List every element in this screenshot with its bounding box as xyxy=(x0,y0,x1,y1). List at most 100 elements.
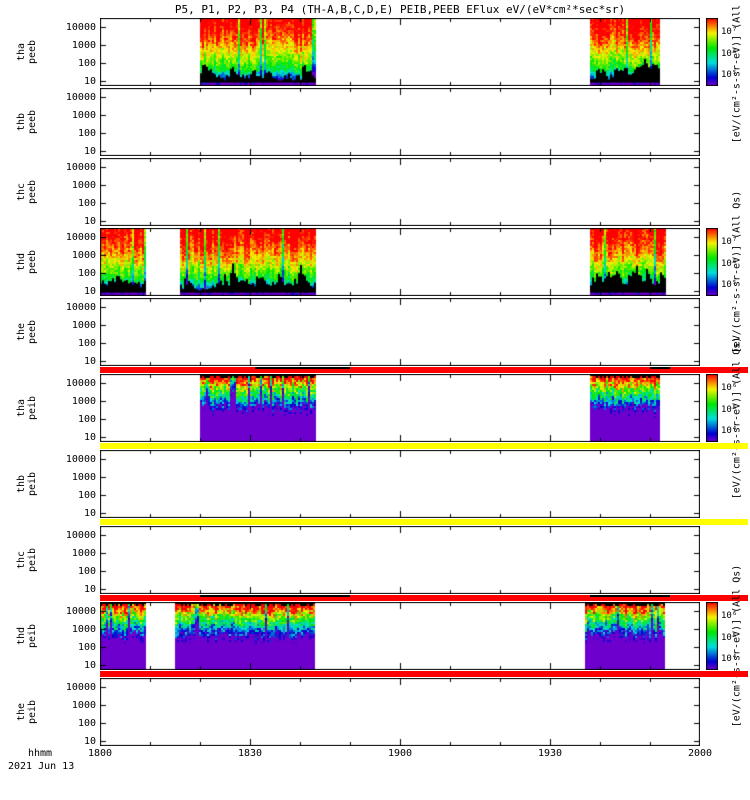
panel-y-label-text: tha peib xyxy=(16,396,38,420)
colorbar-tick-label: 10⁶ xyxy=(721,48,738,59)
quality-flag-bar xyxy=(100,367,748,373)
flag-black-mark xyxy=(590,595,670,597)
spectrogram-canvas xyxy=(100,678,700,746)
colorbar-gradient xyxy=(706,18,718,86)
y-tick-label: 100 xyxy=(77,489,96,501)
colorbar-gradient xyxy=(706,374,718,442)
flag-black-mark xyxy=(650,367,670,369)
y-tick-label: 1000 xyxy=(71,547,96,559)
panel-tha-peeb: tha peeb 10000 1000 100 10 10⁷ 10⁶ 10⁵ xyxy=(0,18,750,87)
y-tick-label: 10 xyxy=(83,583,96,595)
colorbar-unit-label: [eV/(cm²-s-sr-eV)] (All Qs) xyxy=(731,190,743,354)
y-tick-label: 10 xyxy=(83,735,96,747)
colorbar-gradient xyxy=(706,602,718,670)
panel-probe-label: thb xyxy=(16,112,27,132)
y-tick-label: 100 xyxy=(77,413,96,425)
spectrogram-canvas xyxy=(100,88,700,156)
panel-thb-peeb: thb peeb 10000 1000 100 10 xyxy=(0,88,750,157)
panel-thd-peib: thd peib 10000 1000 100 10 10⁶ 10⁵ 10⁴ xyxy=(0,602,750,671)
y-tick-label: 10000 xyxy=(65,91,96,103)
y-tick-label: 1000 xyxy=(71,471,96,483)
y-tick-label: 100 xyxy=(77,127,96,139)
colorbar-unit-label: [eV/(cm²-s-sr-eV)] (All Qs) xyxy=(731,0,743,144)
colorbar-unit-label: [eV/(cm²-s-sr-eV)] (All Qs) xyxy=(731,336,743,500)
colorbar-tick-label: 10⁷ xyxy=(721,26,738,37)
panel-the-peeb: the peeb 10000 1000 100 10 xyxy=(0,298,750,367)
colorbar-tick-label: 10⁷ xyxy=(721,236,738,247)
date-label: 2021 Jun 13 xyxy=(8,761,75,772)
panel-thd-peeb: thd peeb 10000 1000 100 10 10⁷ 10⁶ 10⁵ xyxy=(0,228,750,297)
colorbar-tick-label: 10⁵ xyxy=(721,404,738,415)
spectrogram-canvas xyxy=(100,18,700,86)
x-tick-label: 1830 xyxy=(237,748,263,759)
spectrogram-canvas xyxy=(100,228,700,296)
colorbar-tick-label: 10⁶ xyxy=(721,382,738,393)
y-tick-label: 1000 xyxy=(71,395,96,407)
y-tick-label: 10 xyxy=(83,75,96,87)
panel-probe-label: thd xyxy=(16,252,27,272)
panel-y-label-text: the peeb xyxy=(16,320,38,344)
spectrogram-canvas xyxy=(100,158,700,226)
spectrogram-canvas xyxy=(100,602,700,670)
y-tick-label: 10 xyxy=(83,285,96,297)
panel-y-label-text: thb peeb xyxy=(16,110,38,134)
y-tick-label: 10000 xyxy=(65,681,96,693)
y-tick-label: 100 xyxy=(77,641,96,653)
panel-y-label-text: tha peeb xyxy=(16,40,38,64)
panel-probe-label: tha xyxy=(16,42,27,62)
panel-probe-label: thd xyxy=(16,626,27,646)
y-tick-label: 100 xyxy=(77,717,96,729)
colorbar-tick-label: 10⁵ xyxy=(721,280,738,291)
panel-y-label-text: thc peib xyxy=(16,548,38,572)
x-tick-label: 2000 xyxy=(687,748,713,759)
colorbar-unit-label: [eV/(cm²-s-sr-eV)] (All Qs) xyxy=(731,564,743,728)
y-tick-label: 1000 xyxy=(71,109,96,121)
y-tick-label: 10000 xyxy=(65,301,96,313)
panel-probe-label: the xyxy=(16,702,27,722)
spectrogram-canvas xyxy=(100,298,700,366)
panel-probe-label: thc xyxy=(16,182,27,202)
quality-flag-bar xyxy=(100,671,748,677)
y-tick-label: 10 xyxy=(83,431,96,443)
x-axis-unit-label: hhmm xyxy=(28,748,53,759)
y-tick-label: 100 xyxy=(77,565,96,577)
panel-probe-label: thc xyxy=(16,550,27,570)
plot-title: P5, P1, P2, P3, P4 (TH-A,B,C,D,E) PEIB,P… xyxy=(174,3,626,16)
colorbar-gradient xyxy=(706,228,718,296)
panel-y-label-text: thc peeb xyxy=(16,180,38,204)
y-tick-label: 100 xyxy=(77,197,96,209)
y-tick-label: 10000 xyxy=(65,21,96,33)
y-tick-label: 1000 xyxy=(71,623,96,635)
flag-black-mark xyxy=(200,595,350,597)
y-tick-label: 10 xyxy=(83,507,96,519)
y-tick-label: 1000 xyxy=(71,249,96,261)
y-tick-label: 10000 xyxy=(65,453,96,465)
panel-thc-peib: thc peib 10000 1000 100 10 xyxy=(0,526,750,595)
spectrogram-canvas xyxy=(100,526,700,594)
y-tick-label: 10 xyxy=(83,355,96,367)
y-tick-label: 1000 xyxy=(71,319,96,331)
quality-flag-bar xyxy=(100,595,748,601)
colorbar-tick-label: 10⁶ xyxy=(721,610,738,621)
spectrogram-canvas xyxy=(100,374,700,442)
panel-y-label-text: thd peeb xyxy=(16,250,38,274)
panel-probe-label: thb xyxy=(16,474,27,494)
y-tick-label: 1000 xyxy=(71,699,96,711)
y-tick-label: 10000 xyxy=(65,377,96,389)
colorbar-tick-label: 10⁴ xyxy=(721,654,738,665)
y-tick-label: 10 xyxy=(83,659,96,671)
y-tick-label: 10000 xyxy=(65,161,96,173)
y-tick-label: 10 xyxy=(83,145,96,157)
panel-thb-peib: thb peib 10000 1000 100 10 xyxy=(0,450,750,519)
panel-the-peib: the peib 10000 1000 100 10 xyxy=(0,678,750,747)
y-tick-label: 1000 xyxy=(71,179,96,191)
colorbar-tick-label: 10⁶ xyxy=(721,258,738,269)
colorbar-tick-label: 10⁵ xyxy=(721,70,738,81)
panel-thc-peeb: thc peeb 10000 1000 100 10 xyxy=(0,158,750,227)
y-tick-label: 10 xyxy=(83,215,96,227)
x-tick-label: 1930 xyxy=(537,748,563,759)
panel-probe-label: tha xyxy=(16,398,27,418)
colorbar-tick-label: 10⁴ xyxy=(721,426,738,437)
x-tick-label: 1800 xyxy=(87,748,113,759)
